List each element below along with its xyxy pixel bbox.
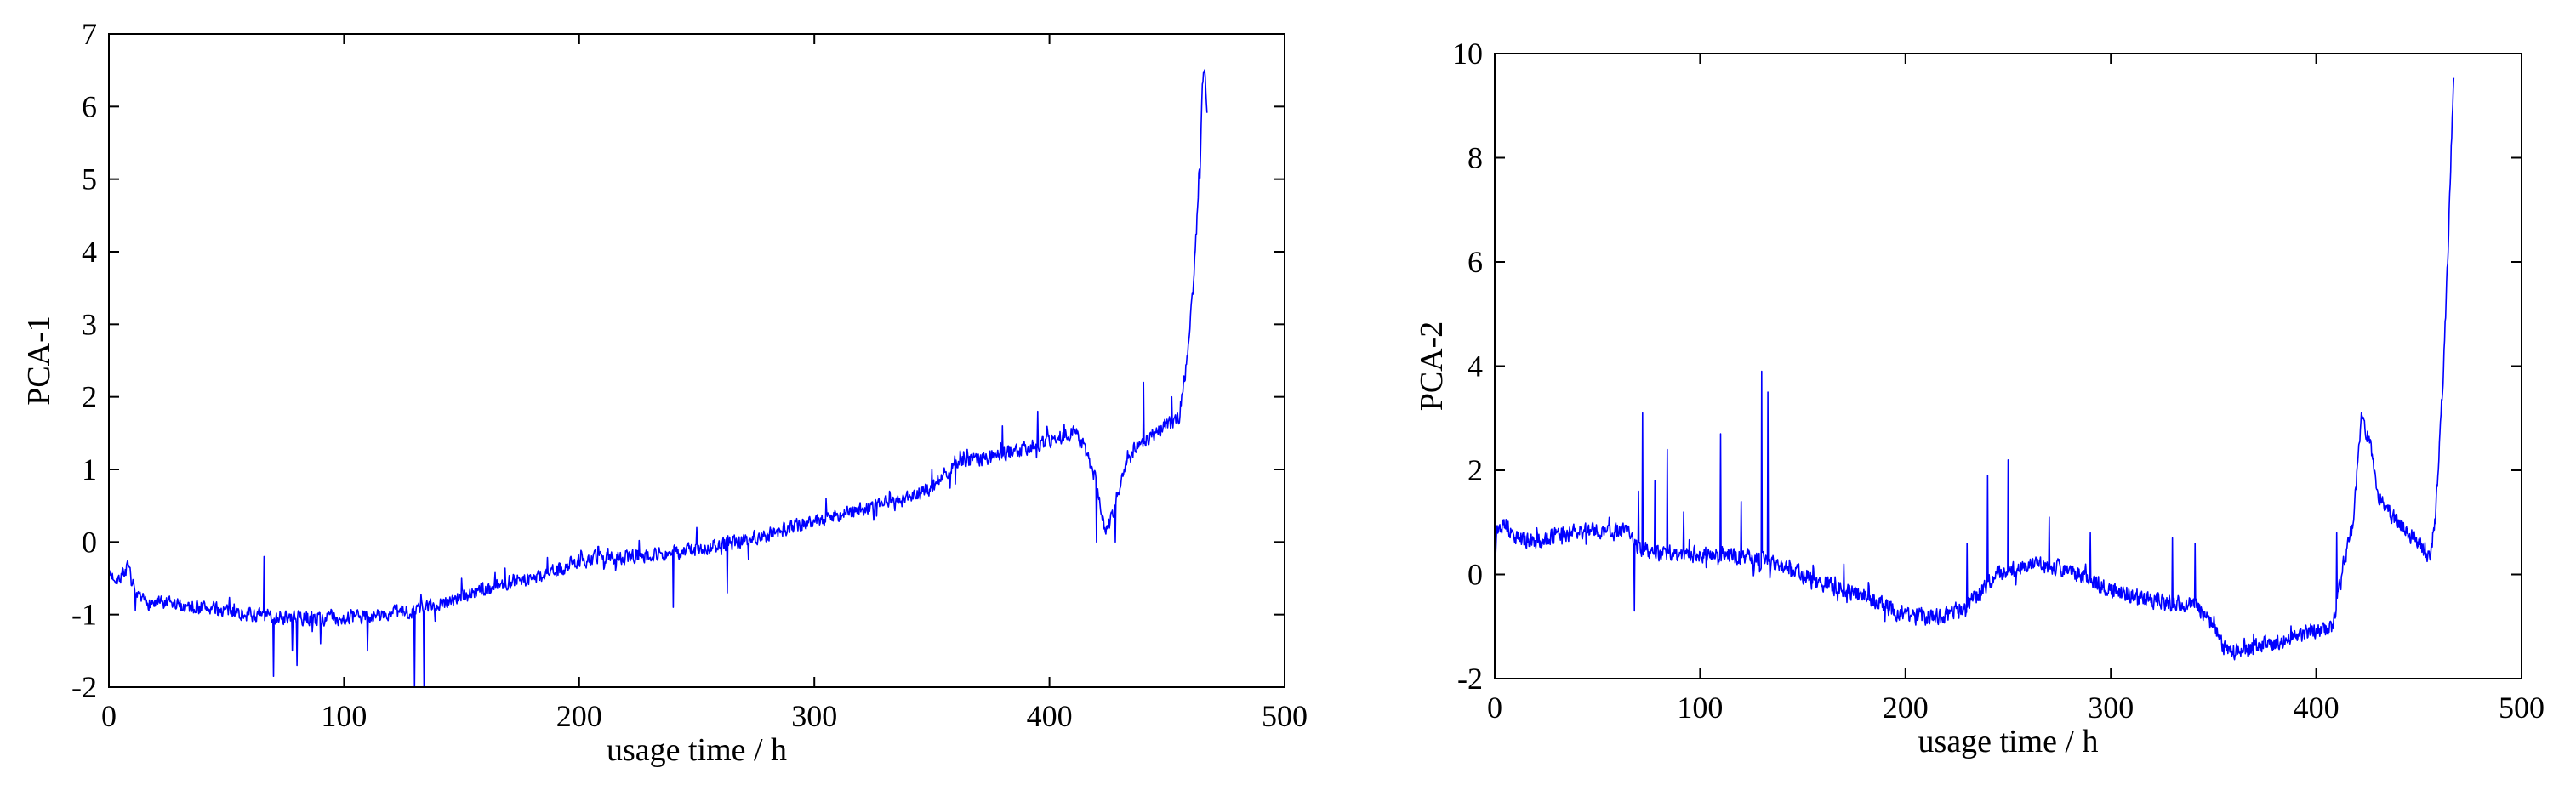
y-tick-label: 4	[82, 235, 97, 269]
y-tick-label: 6	[1468, 245, 1483, 279]
x-axis-label: usage time / h	[607, 732, 787, 768]
y-tick-label: 5	[82, 162, 97, 196]
x-tick-label: 400	[1027, 699, 1073, 733]
x-tick-label: 300	[2088, 691, 2134, 725]
x-tick-label: 300	[791, 699, 837, 733]
y-tick-label: 3	[82, 307, 97, 341]
x-tick-label: 500	[2499, 691, 2545, 725]
x-tick-label: 500	[1262, 699, 1308, 733]
y-tick-label: 0	[82, 525, 97, 559]
x-tick-label: 200	[1883, 691, 1929, 725]
y-tick-label: 4	[1468, 350, 1483, 384]
y-tick-label: -1	[71, 598, 97, 632]
y-tick-label: 8	[1468, 141, 1483, 175]
y-tick-label: 7	[82, 17, 97, 51]
chart-left: 0 100 200 300 400 500 -2 -1 0 1 2 3 4 5 6 7 usage time /…	[21, 17, 1308, 768]
x-tick-label: 200	[556, 699, 602, 733]
x-tick-label: 0	[101, 699, 117, 733]
x-axis-label: usage time / h	[1918, 724, 2098, 759]
x-tick-label: 0	[1487, 691, 1502, 725]
x-tick-label: 100	[1677, 691, 1723, 725]
y-axis-label: PCA-2	[1414, 321, 1450, 412]
series-line-pca-2	[1494, 77, 2455, 661]
x-tick-label: 100	[321, 699, 367, 733]
y-tick-label: -2	[71, 670, 97, 704]
y-tick-label: 2	[1468, 453, 1483, 487]
plot-frame	[1494, 53, 2522, 679]
x-tick-label: 400	[2294, 691, 2339, 725]
plot-frame	[108, 33, 1285, 688]
y-tick-label: -2	[1457, 662, 1483, 696]
y-tick-label: 0	[1468, 558, 1483, 592]
y-tick-label: 1	[82, 452, 97, 486]
series-line-pca-1	[108, 69, 1208, 688]
y-tick-label: 2	[82, 380, 97, 414]
y-axis-label: PCA-1	[21, 316, 57, 406]
y-tick-label: 6	[82, 89, 97, 123]
y-tick-label: 10	[1452, 37, 1483, 71]
